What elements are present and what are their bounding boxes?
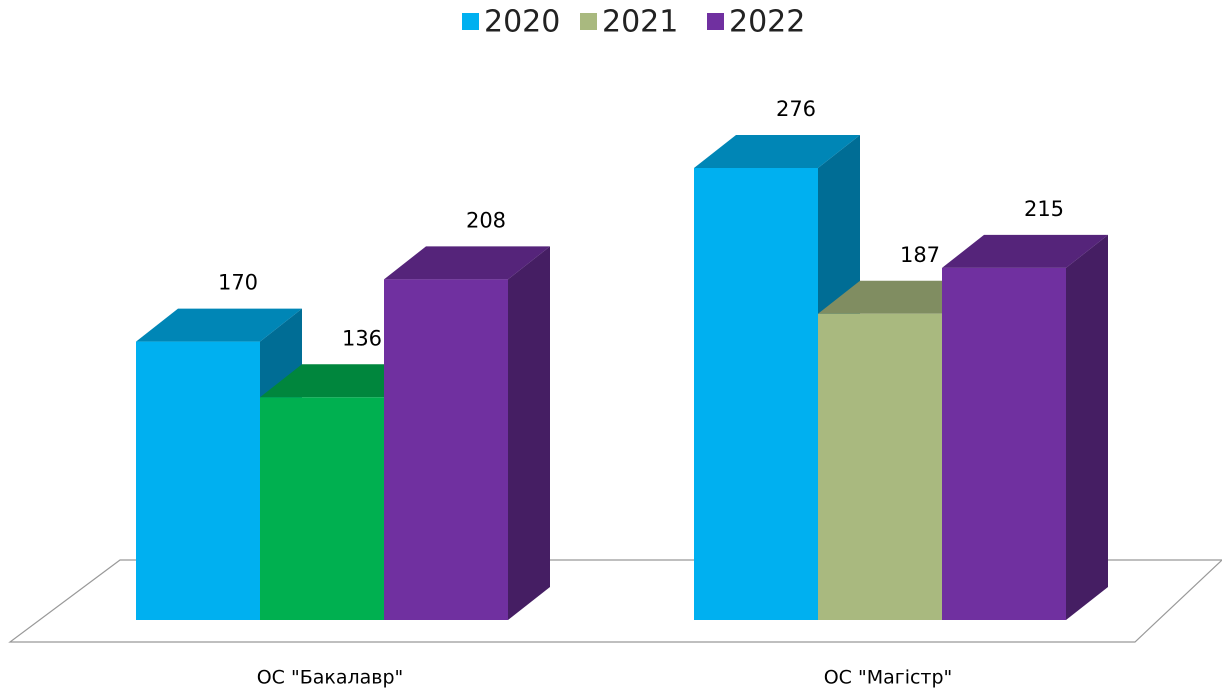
legend-swatch bbox=[462, 13, 479, 30]
value-label: 170 bbox=[218, 271, 258, 295]
bar bbox=[384, 279, 508, 620]
x-tick-label: ОС "Магістр" bbox=[824, 667, 953, 688]
legend-label: 2021 bbox=[602, 5, 678, 40]
bar bbox=[818, 313, 942, 620]
bar-top bbox=[384, 246, 550, 280]
legend-swatch bbox=[707, 13, 724, 30]
bar-side bbox=[1066, 234, 1108, 620]
x-tick-label: ОС "Бакалавр" bbox=[257, 667, 404, 688]
bar bbox=[942, 267, 1066, 620]
legend-label: 2020 bbox=[484, 5, 560, 40]
legend-swatch bbox=[580, 13, 597, 30]
value-label: 215 bbox=[1024, 197, 1064, 221]
value-label: 136 bbox=[342, 326, 382, 350]
bar-top bbox=[942, 234, 1108, 268]
bar-top bbox=[136, 308, 302, 342]
bar bbox=[694, 168, 818, 620]
bar bbox=[136, 341, 260, 620]
value-label: 208 bbox=[466, 208, 506, 232]
floor bbox=[8, 559, 1222, 643]
value-label: 276 bbox=[776, 97, 816, 121]
bar bbox=[260, 397, 384, 620]
bar-top bbox=[694, 135, 860, 168]
legend-label: 2022 bbox=[729, 5, 805, 40]
value-label: 187 bbox=[900, 243, 940, 267]
bar-side bbox=[508, 246, 550, 621]
